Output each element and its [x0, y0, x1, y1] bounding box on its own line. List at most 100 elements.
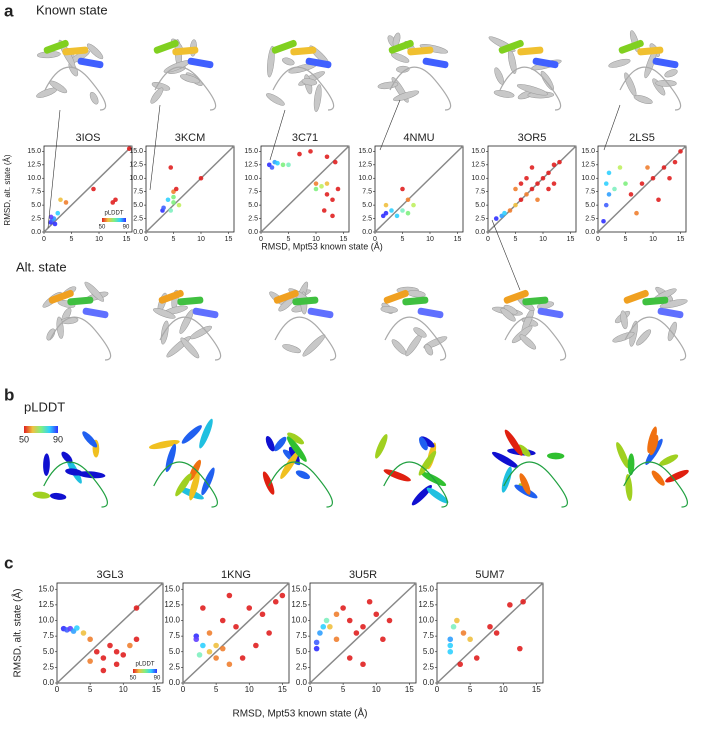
y-tick-label: 10.0 — [244, 175, 258, 182]
point — [373, 611, 380, 618]
y-tick-label: 0.0 — [31, 229, 41, 236]
colorbar-title: pLDDT — [135, 662, 154, 668]
panel-label: b — [4, 385, 14, 404]
structure-element — [49, 492, 67, 500]
structure-element — [419, 43, 449, 54]
point — [546, 186, 551, 192]
y-tick-label: 15.0 — [244, 148, 258, 155]
point — [606, 170, 612, 176]
point — [91, 186, 96, 192]
structure-loop — [159, 316, 222, 361]
y-tick-label: 12.5 — [27, 162, 41, 169]
point — [100, 667, 107, 674]
point — [467, 636, 473, 643]
structure-element — [393, 90, 420, 102]
colorbar-tick: 50 — [19, 434, 29, 444]
y-tick-label: 10.0 — [164, 616, 180, 625]
x-tick-label: 15 — [152, 685, 161, 694]
point — [253, 642, 259, 649]
structure-loop — [154, 66, 217, 111]
y-tick-label: 5.0 — [585, 202, 595, 209]
y-tick-label: 2.5 — [585, 215, 595, 222]
point — [520, 598, 526, 605]
y-tick-label: 12.5 — [291, 600, 307, 609]
point — [133, 605, 140, 611]
point — [601, 218, 606, 224]
structure-element — [519, 473, 531, 495]
y-tick-label: 5.0 — [475, 202, 485, 209]
structure-element — [280, 451, 299, 479]
x-tick-label: 0 — [308, 685, 313, 694]
point — [411, 202, 416, 208]
structure-element — [48, 289, 74, 304]
structure-element — [380, 306, 398, 314]
x-tick-label: 5 — [514, 236, 518, 243]
structure-element — [307, 307, 334, 319]
point — [617, 165, 623, 170]
point — [63, 200, 69, 205]
structure-element — [659, 299, 688, 309]
colorbar-tick: 90 — [123, 225, 130, 231]
structure-element — [165, 443, 177, 473]
colorbar-tick: 90 — [53, 434, 63, 444]
y-tick-label: 0.0 — [43, 678, 55, 687]
x-tick-label: 5 — [624, 236, 628, 243]
structure-element — [516, 84, 548, 96]
y-tick-label: 5.0 — [43, 647, 55, 656]
structure-element — [179, 309, 194, 334]
structure-loop — [43, 461, 108, 508]
chart-title: 3OR5 — [518, 132, 547, 144]
y-tick-label: 15.0 — [418, 584, 434, 593]
y-tick-label: 10.0 — [129, 175, 143, 182]
y-axis-label: RMSD, alt. state (Å) — [11, 589, 24, 678]
point — [346, 617, 353, 624]
structure-element — [426, 487, 449, 504]
y-tick-label: 5.0 — [248, 202, 258, 209]
structure-element — [278, 297, 294, 312]
x-tick-label: 5 — [341, 685, 346, 694]
x-tick-label: 15 — [405, 685, 414, 694]
point — [198, 175, 204, 181]
y-tick-label: 5.0 — [133, 202, 143, 209]
point — [127, 642, 133, 649]
colorbar-title: pLDDT — [104, 211, 123, 217]
point — [524, 192, 529, 197]
colorbar-title: pLDDT — [24, 399, 65, 414]
y-tick-label: 7.5 — [31, 189, 41, 196]
chart-title: 3GL3 — [97, 569, 124, 581]
point — [360, 661, 366, 668]
x-tick-label: 10 — [312, 236, 320, 243]
point — [313, 645, 320, 652]
point — [650, 175, 656, 181]
structure-loop — [503, 461, 568, 508]
structure-loop — [389, 66, 452, 111]
row-label: Known state — [36, 2, 108, 17]
y-tick-label: 0.0 — [585, 229, 595, 236]
point — [110, 200, 116, 205]
point — [672, 159, 678, 165]
structure-element — [267, 45, 275, 78]
x-tick-label: 5 — [287, 236, 291, 243]
structure-element — [172, 46, 199, 56]
point — [656, 197, 661, 203]
point — [517, 645, 523, 652]
x-tick-label: 15 — [225, 236, 233, 243]
point — [200, 642, 206, 649]
structure-element — [616, 442, 630, 469]
x-tick-label: 10 — [539, 236, 547, 243]
structure-element — [491, 451, 519, 468]
structure-element — [522, 296, 549, 306]
structure-element — [540, 70, 554, 91]
y-tick-label: 7.5 — [423, 631, 435, 640]
y-tick-label: 12.5 — [244, 162, 258, 169]
point — [275, 160, 280, 166]
point — [450, 623, 457, 630]
y-tick-label: 0.0 — [423, 678, 435, 687]
point — [340, 605, 346, 611]
y-tick-label: 0.0 — [169, 678, 181, 687]
point — [330, 213, 335, 219]
point — [405, 210, 411, 216]
structure-element — [181, 425, 202, 444]
y-tick-label: 15.0 — [291, 584, 307, 593]
structure-element — [652, 57, 679, 69]
